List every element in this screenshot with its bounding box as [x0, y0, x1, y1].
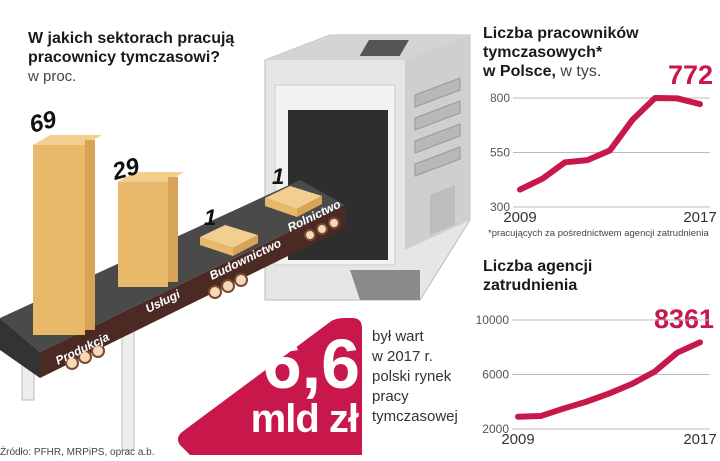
data-line — [515, 339, 703, 420]
y-tick-label: 800 — [490, 91, 510, 105]
value-produkcja: 69 — [27, 106, 60, 139]
title-line: zatrudnienia — [483, 277, 578, 294]
desc-line: w 2017 r. — [372, 348, 433, 365]
chart1-footnote: *pracujących za pośrednictwem agencji za… — [488, 228, 709, 239]
conveyor-illustration: 69 29 1 1 Produkcja Usługi Budownictwo R… — [0, 34, 471, 455]
desc-line: polski rynek — [372, 368, 452, 385]
title-line: tymczasowych* — [483, 44, 603, 61]
title-line: pracownicy tymczasowi? — [28, 49, 221, 66]
title-line: Liczba pracowników — [483, 25, 639, 42]
bar-produkcja — [33, 135, 102, 335]
title-line: Liczba agencji — [483, 258, 593, 275]
desc-line: pracy — [372, 388, 409, 405]
y-tick-label: 6000 — [482, 368, 509, 382]
chart2-highlight: 8361 — [654, 304, 715, 334]
value-budownictwo: 1 — [204, 205, 216, 230]
title-line: w Polsce, — [483, 63, 556, 80]
bar-uslugi — [118, 172, 184, 287]
machine — [264, 34, 471, 301]
bar-rolnictwo — [265, 186, 322, 217]
market-value: 6,6 — [262, 325, 360, 403]
sectors-title: W jakich sektorach pracują pracownicy ty… — [28, 29, 234, 86]
belt-leg — [121, 329, 135, 451]
bar-budownictwo — [200, 225, 258, 256]
chart1-title: Liczba pracowników tymczasowych* w Polsc… — [483, 24, 639, 81]
title-line: W jakich sektorach pracują — [28, 30, 235, 47]
chart1-plot: 300 550 800 2009 2017 — [490, 91, 717, 226]
value-rolnictwo: 1 — [272, 164, 284, 189]
x-tick-label: 2009 — [501, 431, 534, 448]
chart2-title: Liczba agencji zatrudnienia — [483, 257, 592, 295]
desc-line: tymczasowej — [372, 408, 458, 425]
chart2-plot: 2000 6000 10000 2009 2017 — [476, 313, 717, 448]
x-tick-label: 2017 — [683, 431, 716, 448]
market-badge — [177, 318, 362, 455]
source-note: Źródło: PFHR, MRPiPS, oprac a.b. — [0, 447, 155, 458]
y-tick-label: 10000 — [476, 313, 510, 327]
market-unit: mld zł — [250, 397, 359, 441]
data-line — [517, 95, 703, 193]
x-tick-label: 2009 — [503, 209, 536, 226]
desc-line: był wart — [372, 328, 424, 345]
unit-label: w tys. — [560, 63, 602, 80]
y-tick-label: 300 — [490, 200, 510, 214]
y-tick-label: 550 — [490, 146, 510, 160]
market-description: był wart w 2017 r. polski rynek pracy ty… — [372, 327, 458, 427]
unit-label: w proc. — [28, 68, 77, 85]
x-tick-label: 2017 — [683, 209, 716, 226]
chart1-highlight: 772 — [668, 60, 714, 90]
y-tick-label: 2000 — [482, 422, 509, 436]
